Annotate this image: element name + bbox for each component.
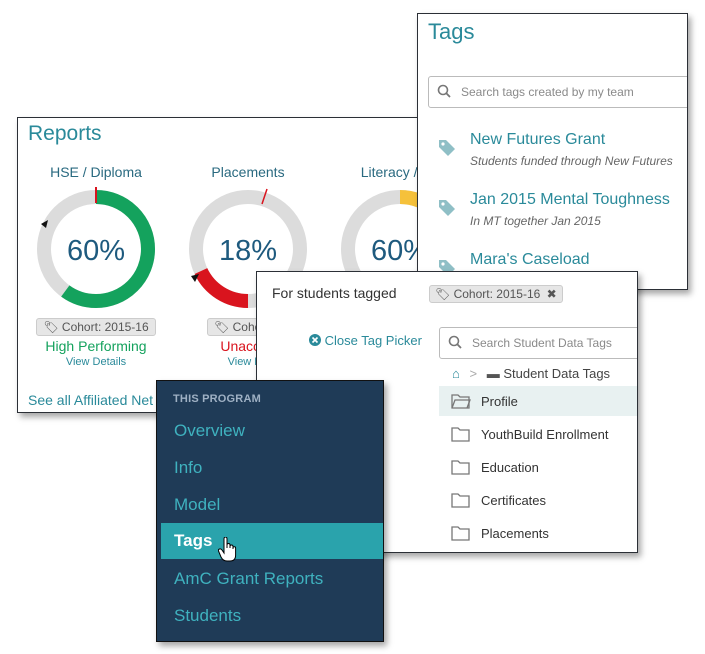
sidebar-item-overview[interactable]: Overview — [174, 421, 245, 440]
folder-label: YouthBuild Enrollment — [481, 427, 609, 442]
tag-search-input[interactable]: Search tags created by my team — [428, 76, 687, 108]
sidebar-item-model[interactable]: Model — [174, 495, 221, 514]
gauge-label: HSE / Diploma — [50, 164, 142, 180]
folder-label: Profile — [481, 394, 518, 409]
folder-icon — [451, 526, 470, 541]
tag-icon: 🏷︎ — [214, 320, 233, 334]
search-placeholder: Search Student Data Tags — [472, 336, 612, 350]
target-marker — [261, 188, 268, 205]
breadcrumb: ⌂ > ▬ Student Data Tags — [452, 366, 610, 381]
view-details-link[interactable]: View Details — [65, 356, 127, 368]
tag-icon — [439, 200, 455, 216]
folder-item-certificates[interactable]: Certificates — [439, 485, 637, 515]
sidebar-item-info[interactable]: Info — [174, 458, 203, 477]
folder-icon — [451, 493, 470, 508]
folder-label: Education — [481, 460, 539, 475]
see-all-affiliated-link[interactable]: See all Affiliated Net — [28, 392, 154, 408]
tag-name[interactable]: Mara's Caseload — [470, 251, 590, 268]
folder-label: Placements — [481, 526, 549, 541]
folder-item-placements[interactable]: Placements — [439, 518, 637, 548]
tag-name[interactable]: Jan 2015 Mental Toughness — [470, 191, 670, 208]
close-circle-icon — [309, 334, 321, 346]
reports-title: Reports — [28, 122, 102, 145]
donut-chart: 18% — [189, 188, 307, 308]
program-sidebar: THIS PROGRAM Overview Info Model Tags Am… — [156, 380, 384, 642]
tag-description: Students funded through New Futures — [470, 154, 673, 168]
gauge-value: 18% — [219, 235, 277, 267]
tag-icon — [439, 140, 455, 156]
pointer-marker — [191, 274, 199, 282]
cohort-tag-badge: 🏷︎ Cohort: 2015-16 — [36, 318, 156, 336]
gauge-value: 60% — [67, 235, 125, 267]
reports-panel: Reports HSE / Diploma 60% 🏷︎ Cohort: 201… — [17, 117, 449, 413]
sidebar-item-tags[interactable]: Tags — [161, 523, 383, 562]
home-icon[interactable]: ⌂ — [452, 366, 460, 381]
gauge-hse-diploma[interactable]: HSE / Diploma 60% 🏷︎ Cohort: 2015-16 Hig… — [26, 164, 166, 368]
folder-icon: ▬ — [486, 366, 500, 381]
sidebar-item-amc-grant-reports[interactable]: AmC Grant Reports — [174, 569, 324, 588]
hand-cursor-icon — [218, 537, 237, 562]
open-folder-icon — [451, 394, 471, 409]
donut-chart: 60% — [37, 187, 155, 308]
active-tag-badge[interactable]: 🏷︎ Cohort: 2015-16 ✖ — [429, 285, 563, 303]
folder-item-youthbuild-enrollment[interactable]: YouthBuild Enrollment — [439, 419, 637, 449]
filter-title: For students tagged — [272, 285, 397, 301]
folder-label: Certificates — [481, 493, 547, 508]
status-text: High Performing — [45, 338, 147, 354]
tag-icon: 🏷︎ — [435, 287, 454, 301]
pointer-marker — [41, 220, 48, 228]
tags-panel: Tags Search tags created by my team New … — [417, 13, 688, 290]
folder-icon — [451, 460, 470, 475]
close-tag-picker-button[interactable]: Close Tag Picker — [309, 333, 422, 348]
tag-picker-panel: For students tagged 🏷︎ Cohort: 2015-16 ✖… — [256, 271, 638, 553]
tag-description: In MT together Jan 2015 — [470, 214, 601, 228]
sidebar-section-heading: THIS PROGRAM — [173, 393, 261, 405]
sidebar-item-students[interactable]: Students — [174, 606, 242, 625]
search-icon — [448, 335, 462, 349]
student-tag-search-input[interactable]: Search Student Data Tags — [439, 327, 637, 359]
tags-title: Tags — [428, 19, 475, 44]
tag-icon: 🏷︎ — [43, 320, 62, 334]
tag-name[interactable]: New Futures Grant — [470, 131, 606, 148]
search-placeholder: Search tags created by my team — [461, 85, 634, 99]
breadcrumb-folder[interactable]: Student Data Tags — [503, 366, 611, 381]
search-icon — [437, 84, 451, 98]
gauge-label: Placements — [211, 164, 285, 180]
donut-value-arc — [189, 190, 307, 308]
folder-item-profile[interactable]: Profile — [439, 386, 637, 416]
folder-item-education[interactable]: Education — [439, 452, 637, 482]
folder-icon — [451, 427, 470, 442]
remove-tag-icon[interactable]: ✖ — [546, 287, 557, 301]
breadcrumb-separator: > — [469, 366, 478, 381]
